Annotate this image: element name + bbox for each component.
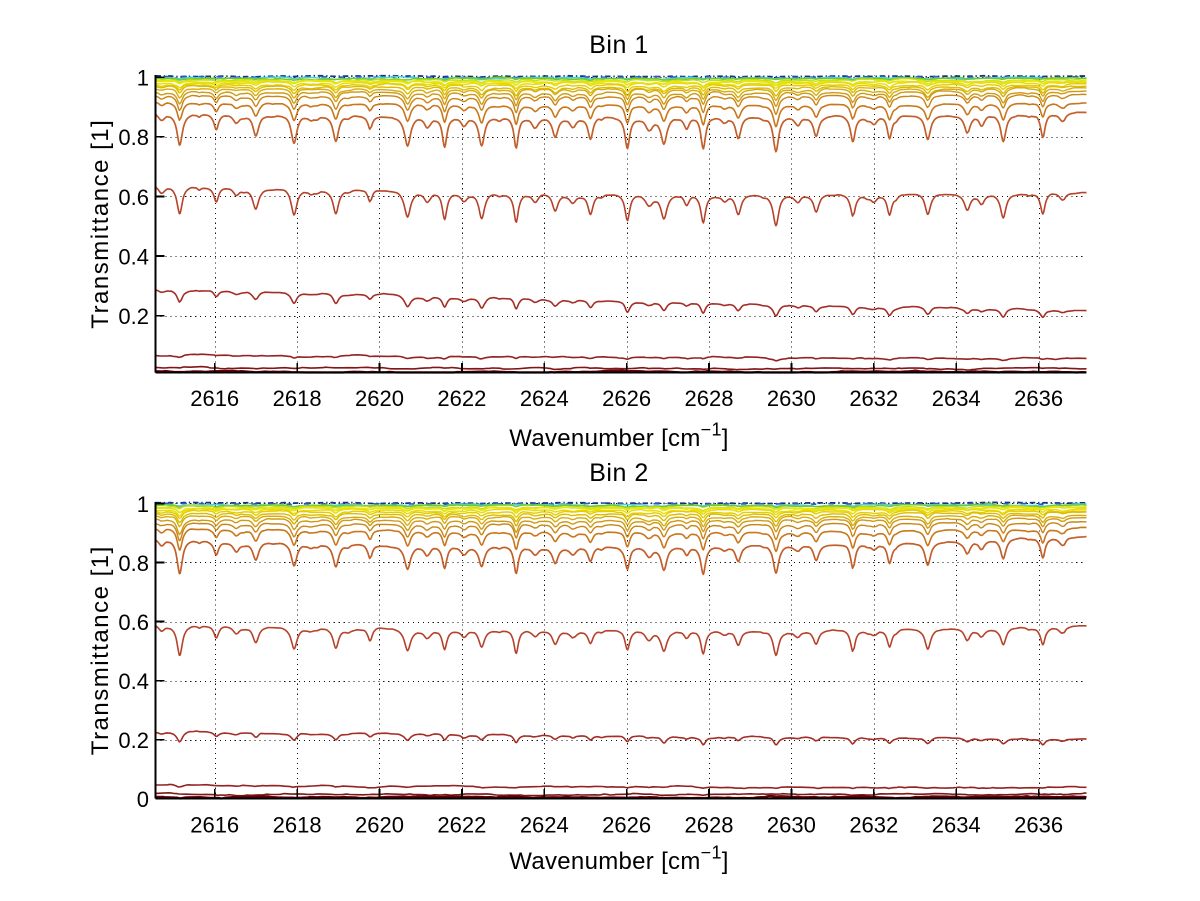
svg-text:2620: 2620	[355, 813, 404, 838]
svg-text:2618: 2618	[273, 813, 322, 838]
svg-text:0.2: 0.2	[118, 728, 149, 753]
svg-text:2616: 2616	[190, 813, 239, 838]
svg-text:2626: 2626	[602, 386, 651, 411]
svg-text:0.6: 0.6	[118, 185, 149, 210]
svg-text:2620: 2620	[355, 386, 404, 411]
svg-text:2636: 2636	[1014, 813, 1063, 838]
svg-text:2616: 2616	[190, 386, 239, 411]
svg-text:2626: 2626	[602, 813, 651, 838]
svg-text:0: 0	[137, 787, 149, 812]
svg-text:Wavenumber [cm−1]: Wavenumber [cm−1]	[509, 843, 728, 876]
svg-text:2632: 2632	[849, 386, 898, 411]
svg-text:Bin 2: Bin 2	[589, 459, 648, 487]
svg-text:2624: 2624	[520, 386, 569, 411]
svg-text:0.8: 0.8	[118, 125, 149, 150]
svg-text:Wavenumber [cm−1]: Wavenumber [cm−1]	[509, 420, 728, 453]
svg-text:2624: 2624	[520, 813, 569, 838]
svg-text:2630: 2630	[767, 386, 816, 411]
svg-text:2622: 2622	[437, 813, 486, 838]
svg-text:1: 1	[137, 66, 149, 91]
svg-text:2636: 2636	[1014, 386, 1063, 411]
svg-text:2634: 2634	[932, 386, 981, 411]
svg-text:0.6: 0.6	[118, 610, 149, 635]
svg-text:2628: 2628	[685, 813, 734, 838]
svg-text:2630: 2630	[767, 813, 816, 838]
svg-text:0.8: 0.8	[118, 551, 149, 576]
svg-text:Bin 1: Bin 1	[589, 31, 648, 59]
svg-text:2622: 2622	[437, 386, 486, 411]
svg-text:2632: 2632	[849, 813, 898, 838]
svg-text:Transmittance [1]: Transmittance [1]	[87, 119, 114, 329]
svg-text:0.2: 0.2	[118, 304, 149, 329]
svg-text:Transmittance [1]: Transmittance [1]	[87, 545, 114, 755]
svg-text:2634: 2634	[932, 813, 981, 838]
svg-text:0.4: 0.4	[118, 245, 149, 270]
svg-text:2618: 2618	[273, 386, 322, 411]
svg-text:2628: 2628	[685, 386, 734, 411]
svg-text:0.4: 0.4	[118, 669, 149, 694]
svg-text:1: 1	[137, 492, 149, 517]
